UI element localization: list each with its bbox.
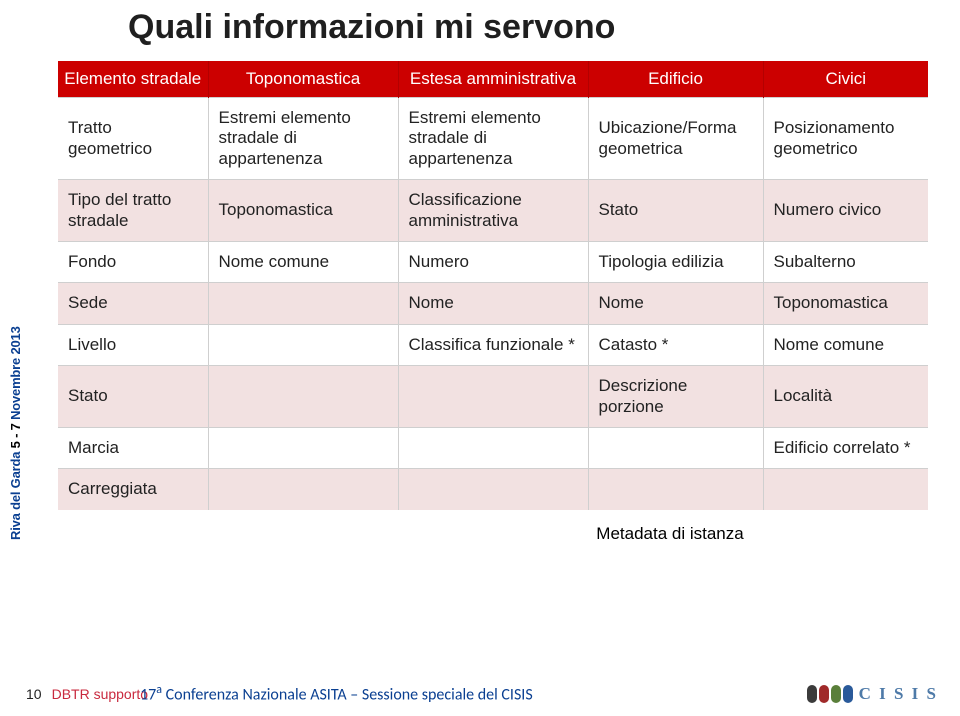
cell: Toponomastica — [763, 283, 928, 324]
logo-text: C I S I S — [859, 684, 938, 704]
cell: Stato — [588, 180, 763, 242]
table-row: Marcia Edificio correlato * — [58, 427, 928, 468]
cell — [208, 324, 398, 365]
cell — [398, 366, 588, 428]
col-header: Toponomastica — [208, 61, 398, 98]
event-sidetext: Riva del Garda 5 - 7 Novembre 2013 — [8, 326, 23, 540]
logo-chip-icon — [843, 685, 853, 703]
table-row: Tipo del tratto stradale Toponomastica C… — [58, 180, 928, 242]
logo-chips — [807, 685, 853, 703]
cell: Località — [763, 366, 928, 428]
table-body: Tratto geometrico Estremi elemento strad… — [58, 98, 928, 510]
page-label: DBTR supporto — [52, 686, 148, 702]
table-row: Tratto geometrico Estremi elemento strad… — [58, 98, 928, 180]
cell: Toponomastica — [208, 180, 398, 242]
cell — [208, 427, 398, 468]
logo-chip-icon — [807, 685, 817, 703]
footer: 10 DBTR supporto 17a Conferenza Nazionale… — [0, 672, 960, 716]
page-number: 10 — [26, 686, 42, 702]
cell — [588, 469, 763, 510]
conf-text: Conferenza Nazionale ASITA – Sessione sp… — [162, 686, 533, 705]
cell: Tratto geometrico — [58, 98, 208, 180]
cell: Edificio correlato * — [763, 427, 928, 468]
table-row: Carreggiata — [58, 469, 928, 510]
cell: Catasto * — [588, 324, 763, 365]
table-row: Sede Nome Nome Toponomastica — [58, 283, 928, 324]
cell: Sede — [58, 283, 208, 324]
slide-title: Quali informazioni mi servono — [128, 8, 942, 47]
cell: Tipologia edilizia — [588, 241, 763, 282]
metadata-note: Metadata di istanza — [58, 516, 942, 548]
cell: Nome comune — [208, 241, 398, 282]
cell: Carreggiata — [58, 469, 208, 510]
cell: Nome — [398, 283, 588, 324]
cell — [398, 427, 588, 468]
table-row: Fondo Nome comune Numero Tipologia edili… — [58, 241, 928, 282]
cell — [588, 427, 763, 468]
cell: Classificazione amministrativa — [398, 180, 588, 242]
cell — [398, 469, 588, 510]
col-header: Estesa amministrativa — [398, 61, 588, 98]
cell: Marcia — [58, 427, 208, 468]
cell — [208, 366, 398, 428]
table-row: Stato Descrizione porzione Località — [58, 366, 928, 428]
cell: Subalterno — [763, 241, 928, 282]
cell: Fondo — [58, 241, 208, 282]
conference-line: 17a Conferenza Nazionale ASITA – Session… — [140, 683, 807, 704]
page-block: 10 DBTR supporto — [26, 686, 148, 702]
slide: Quali informazioni mi servono Elemento s… — [0, 0, 960, 716]
col-header: Elemento stradale — [58, 61, 208, 98]
logo-chip-icon — [819, 685, 829, 703]
cell — [208, 469, 398, 510]
table-row: Livello Classifica funzionale * Catasto … — [58, 324, 928, 365]
cell: Estremi elemento stradale di appartenenz… — [208, 98, 398, 180]
cell: Posizionamento geometrico — [763, 98, 928, 180]
cisis-logo: C I S I S — [807, 684, 938, 704]
cell: Estremi elemento stradale di appartenenz… — [398, 98, 588, 180]
cell: Tipo del tratto stradale — [58, 180, 208, 242]
cell: Nome comune — [763, 324, 928, 365]
cell: Numero civico — [763, 180, 928, 242]
col-header: Civici — [763, 61, 928, 98]
conf-prefix: 17 — [140, 686, 156, 705]
table-header-row: Elemento stradale Toponomastica Estesa a… — [58, 61, 928, 98]
cell: Descrizione porzione — [588, 366, 763, 428]
cell: Stato — [58, 366, 208, 428]
cell: Livello — [58, 324, 208, 365]
cell: Nome — [588, 283, 763, 324]
info-table: Elemento stradale Toponomastica Estesa a… — [58, 61, 928, 510]
cell — [763, 469, 928, 510]
cell: Classifica funzionale * — [398, 324, 588, 365]
col-header: Edificio — [588, 61, 763, 98]
cell — [208, 283, 398, 324]
cell: Numero — [398, 241, 588, 282]
cell: Ubicazione/Forma geometrica — [588, 98, 763, 180]
logo-chip-icon — [831, 685, 841, 703]
